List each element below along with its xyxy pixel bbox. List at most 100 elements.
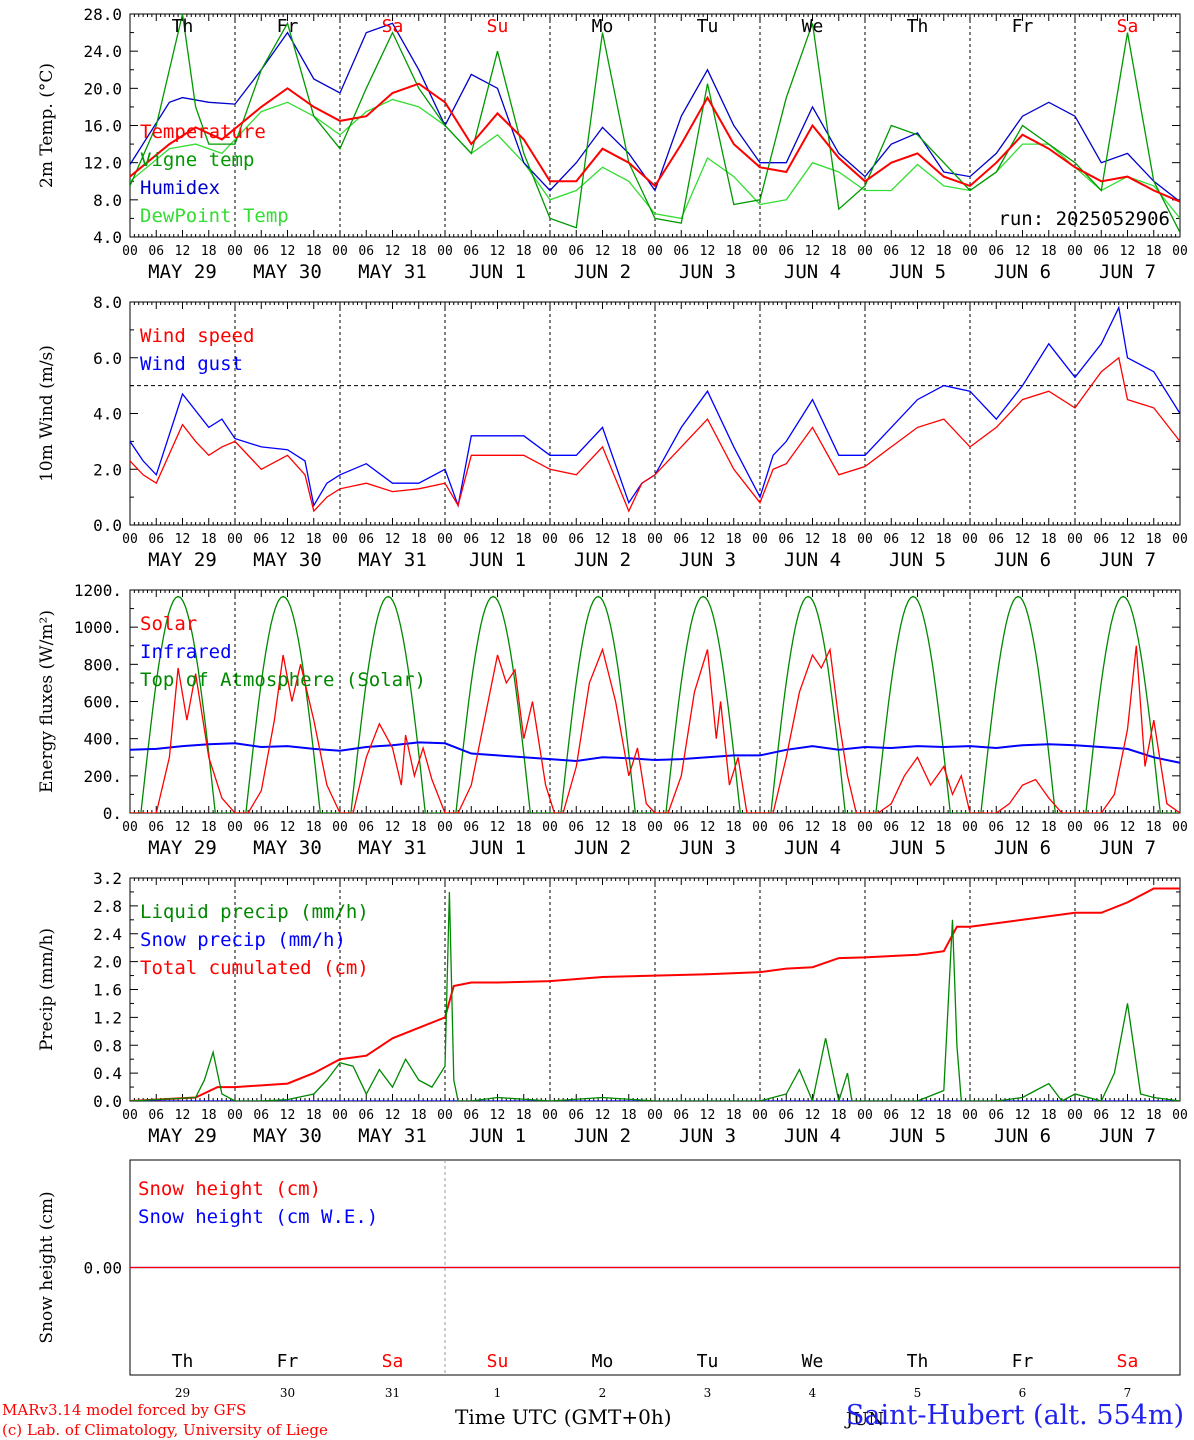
day-number-label: 4 [809,1386,817,1400]
hour-tick-label: 00 [122,244,138,259]
y-tick-label: 4.0 [93,405,122,424]
hour-tick-label: 12 [910,1108,926,1123]
hour-tick-label: 06 [253,1108,269,1123]
hour-tick-label: 12 [1120,1108,1136,1123]
panel-frame [129,589,1181,814]
hour-tick-label: 12 [1015,244,1031,259]
day-number-label: 1 [494,1386,502,1400]
hour-tick-label: 12 [385,1108,401,1123]
hour-tick-label: 18 [411,532,427,547]
hour-tick-label: 12 [595,244,611,259]
hour-tick-label: 06 [358,820,374,835]
y-axis-label: Snow height (cm) [37,1191,57,1343]
hour-tick-label: 06 [988,532,1004,547]
y-tick-label: 800. [83,655,122,674]
weekday-label: Mo [592,1351,614,1372]
hour-tick-label: 00 [857,532,873,547]
hour-tick-label: 00 [332,1108,348,1123]
y-tick-label: 20.0 [83,79,122,98]
date-label: JUN 7 [1099,549,1156,571]
y-tick-label: 0.8 [93,1036,122,1055]
panel-frame [129,301,1181,526]
hour-tick-label: 00 [542,820,558,835]
hour-tick-label: 12 [910,532,926,547]
date-label: MAY 29 [148,261,217,283]
day-number-label: 29 [175,1386,190,1400]
date-label: JUN 7 [1099,1125,1156,1147]
y-tick-label: 24.0 [83,42,122,61]
hour-tick-label: 18 [1041,532,1057,547]
hour-tick-label: 06 [673,820,689,835]
hour-tick-label: 18 [621,244,637,259]
y-tick-label: 600. [83,693,122,712]
series-line [130,891,1180,1101]
hour-tick-label: 00 [752,244,768,259]
hour-tick-label: 12 [1120,532,1136,547]
hour-tick-label: 00 [227,820,243,835]
y-axis-label: 10m Wind (m/s) [37,345,57,482]
hour-tick-label: 12 [385,820,401,835]
day-number-label: 7 [1124,1386,1132,1400]
hour-tick-label: 06 [883,244,899,259]
hour-tick-label: 18 [306,820,322,835]
y-tick-label: 3.2 [93,869,122,888]
y-axis-label: 2m Temp. (°C) [37,63,57,188]
hour-tick-label: 06 [1093,820,1109,835]
hour-tick-label: 06 [148,532,164,547]
hour-tick-label: 00 [122,532,138,547]
legend-entry: Total cumulated (cm) [140,957,369,979]
hour-tick-label: 12 [280,1108,296,1123]
day-number-label: 31 [385,1386,400,1400]
hour-tick-label: 18 [726,244,742,259]
hour-tick-label: 00 [857,1108,873,1123]
y-tick-label: 8.0 [93,293,122,312]
hour-tick-label: 06 [568,532,584,547]
y-tick-label: 400. [83,730,122,749]
hour-tick-label: 00 [647,1108,663,1123]
hour-tick-label: 12 [175,244,191,259]
hour-tick-label: 12 [595,532,611,547]
hour-tick-label: 06 [778,820,794,835]
hour-tick-label: 06 [778,1108,794,1123]
y-tick-label: 1.6 [93,981,122,1000]
hour-tick-label: 06 [988,820,1004,835]
hour-tick-label: 12 [910,820,926,835]
legend-entry: Infrared [140,641,232,663]
hour-tick-label: 18 [201,532,217,547]
hour-tick-label: 00 [1067,532,1083,547]
hour-tick-label: 00 [437,1108,453,1123]
hour-tick-label: 06 [463,532,479,547]
hour-tick-label: 12 [805,1108,821,1123]
weekday-label: Sa [1117,1351,1139,1372]
hour-tick-label: 12 [700,532,716,547]
hour-tick-label: 18 [936,820,952,835]
hour-tick-label: 12 [805,820,821,835]
date-label: JUN 3 [679,837,736,859]
date-label: MAY 29 [148,837,217,859]
hour-tick-label: 12 [490,532,506,547]
hour-tick-label: 00 [857,820,873,835]
hour-tick-label: 18 [1146,1108,1162,1123]
hour-tick-label: 12 [1120,244,1136,259]
weekday-label: Fr [1012,1351,1034,1372]
hour-tick-label: 18 [621,1108,637,1123]
legend-entry: Wind speed [140,325,254,347]
date-label: JUN 6 [994,837,1051,859]
hour-tick-label: 06 [148,1108,164,1123]
hour-tick-label: 00 [542,1108,558,1123]
y-tick-label: 2.8 [93,897,122,916]
hour-tick-label: 00 [542,532,558,547]
hour-tick-label: 00 [647,820,663,835]
weekday-label: Sa [382,1351,404,1372]
hour-tick-label: 12 [700,1108,716,1123]
hour-tick-label: 18 [831,532,847,547]
date-label: JUN 3 [679,1125,736,1147]
hour-tick-label: 18 [936,1108,952,1123]
legend-entry: Snow precip (mm/h) [140,929,346,951]
hour-tick-label: 06 [883,532,899,547]
date-label: JUN 1 [469,549,526,571]
day-number-label: 30 [280,1386,295,1400]
hour-tick-label: 18 [516,820,532,835]
y-tick-label: 4.0 [93,228,122,247]
y-tick-label: 1000. [74,618,122,637]
